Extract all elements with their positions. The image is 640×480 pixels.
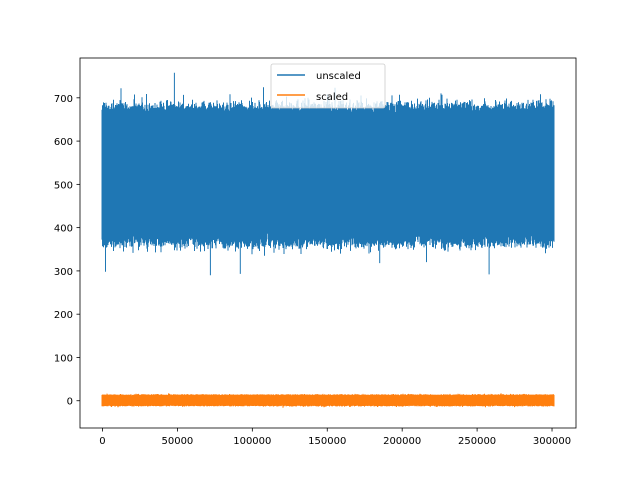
y-tick-label: 0 <box>67 397 73 408</box>
y-tick-label: 100 <box>54 353 73 364</box>
x-axis-ticks: 0 50000 100000 150000 200000 250000 300000 <box>99 428 571 447</box>
axes-frame <box>79 57 577 429</box>
series-layer <box>101 72 555 408</box>
x-tick-label: 150000 <box>308 436 346 447</box>
x-tick-label: 0 <box>99 436 105 447</box>
x-tick-label: 200000 <box>383 436 421 447</box>
series-scaled <box>101 393 555 408</box>
x-tick-label: 300000 <box>533 436 571 447</box>
y-tick-label: 500 <box>54 180 73 191</box>
y-tick-label: 600 <box>54 137 73 148</box>
series-line-unscaled <box>101 72 555 276</box>
x-tick-label: 250000 <box>458 436 496 447</box>
y-tick-label: 700 <box>54 94 73 105</box>
series-unscaled <box>101 72 555 276</box>
legend: unscaled scaled <box>270 63 386 109</box>
y-axis-ticks: 0 100 200 300 400 500 600 700 <box>54 94 80 408</box>
y-tick-label: 400 <box>54 224 73 235</box>
y-tick-label: 300 <box>54 267 73 278</box>
x-tick-label: 50000 <box>161 436 193 447</box>
legend-label-unscaled: unscaled <box>316 71 361 82</box>
x-tick-label: 100000 <box>233 436 271 447</box>
legend-label-scaled: scaled <box>316 92 348 103</box>
series-line-scaled <box>101 393 555 408</box>
y-tick-label: 200 <box>54 310 73 321</box>
